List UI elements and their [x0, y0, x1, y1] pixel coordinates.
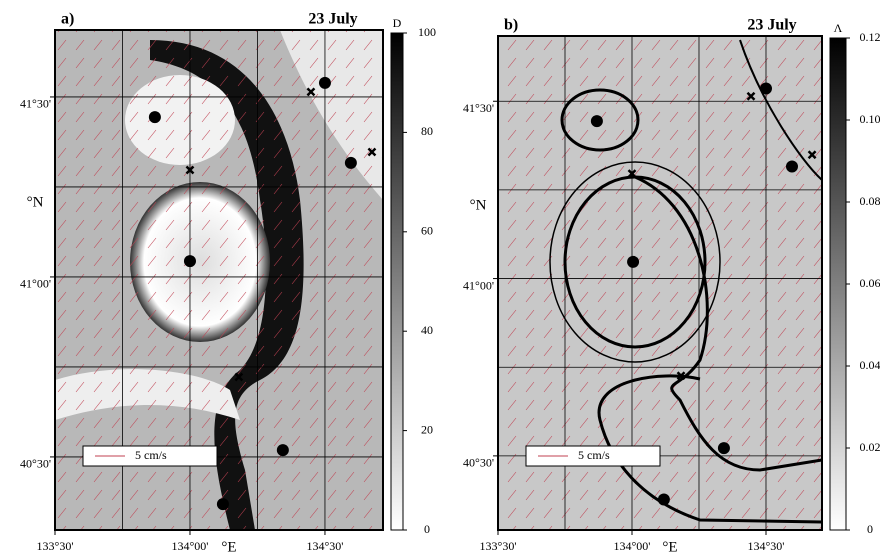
y-tick-label: 40°30' — [463, 456, 494, 470]
marker-cross — [367, 147, 377, 157]
colorbar-tick-label: 0 — [424, 522, 430, 536]
x-tick-label: 133°30' — [37, 539, 74, 553]
colorbar-tick-label: 0.12 — [860, 30, 880, 44]
y-tick-label: 40°30' — [20, 457, 51, 471]
marker-circle — [657, 493, 670, 506]
marker-circle — [785, 160, 798, 173]
marker-circle — [759, 82, 772, 95]
marker-circle — [148, 111, 161, 124]
marker-circle — [216, 498, 229, 511]
plot-frame — [497, 35, 823, 531]
colorbar-tick-label: 20 — [421, 422, 433, 436]
colorbar-tick-label: 0.08 — [860, 194, 880, 208]
marker-cross — [185, 165, 195, 175]
y-axis-label: °N — [470, 197, 487, 213]
marker-circle — [276, 444, 289, 457]
marker-circle — [318, 76, 331, 89]
marker-circle — [717, 442, 730, 455]
y-tick-label: 41°00' — [20, 277, 51, 291]
scale-label: 5 cm/s — [135, 448, 167, 462]
marker-circle — [344, 156, 357, 169]
x-tick-label: 134°00' — [171, 539, 208, 553]
marker-circle — [590, 115, 603, 128]
scale-box — [525, 445, 661, 467]
marker-cross — [306, 87, 316, 97]
x-tick-label: 134°00' — [614, 539, 651, 553]
colorbar — [390, 32, 404, 531]
chart-title: 23 July — [308, 11, 357, 28]
y-axis-label: °N — [27, 194, 44, 210]
marker-cross — [676, 371, 686, 381]
colorbar-tick-label: 40 — [421, 323, 433, 337]
scale-box — [82, 445, 218, 467]
colorbar-tick-label: 0.04 — [860, 358, 880, 372]
colorbar — [829, 37, 847, 531]
x-axis-label: °E — [221, 539, 236, 554]
colorbar-label: D — [393, 16, 402, 30]
x-axis-label: °E — [662, 539, 677, 554]
x-tick-label: 133°30' — [480, 539, 517, 553]
chart-title: 23 July — [747, 17, 796, 34]
marker-cross — [234, 372, 244, 382]
marker-cross — [807, 150, 817, 160]
colorbar-tick-label: 0.06 — [860, 276, 880, 290]
y-tick-label: 41°30' — [20, 97, 51, 111]
marker-circle — [183, 255, 196, 268]
panel-label: a) — [61, 11, 74, 28]
colorbar-tick-label: 0.10 — [860, 112, 880, 126]
y-tick-label: 41°00' — [463, 278, 494, 292]
field-a — [55, 30, 383, 530]
marker-cross — [746, 91, 756, 101]
colorbar-label: Λ — [834, 21, 843, 35]
scale-label: 5 cm/s — [578, 448, 610, 462]
colorbar-tick-label: 0.02 — [860, 440, 880, 454]
x-tick-label: 134°30' — [306, 539, 343, 553]
colorbar-tick-label: 60 — [421, 224, 433, 238]
y-tick-label: 41°30' — [463, 101, 494, 115]
panel-label: b) — [504, 17, 518, 34]
colorbar-tick-label: 80 — [421, 124, 433, 138]
colorbar-tick-label: 100 — [418, 25, 436, 39]
marker-circle — [627, 255, 640, 268]
x-tick-label: 134°30' — [748, 539, 785, 553]
colorbar-tick-label: 0 — [867, 522, 873, 536]
marker-cross — [627, 169, 637, 178]
plot-frame — [54, 29, 384, 531]
